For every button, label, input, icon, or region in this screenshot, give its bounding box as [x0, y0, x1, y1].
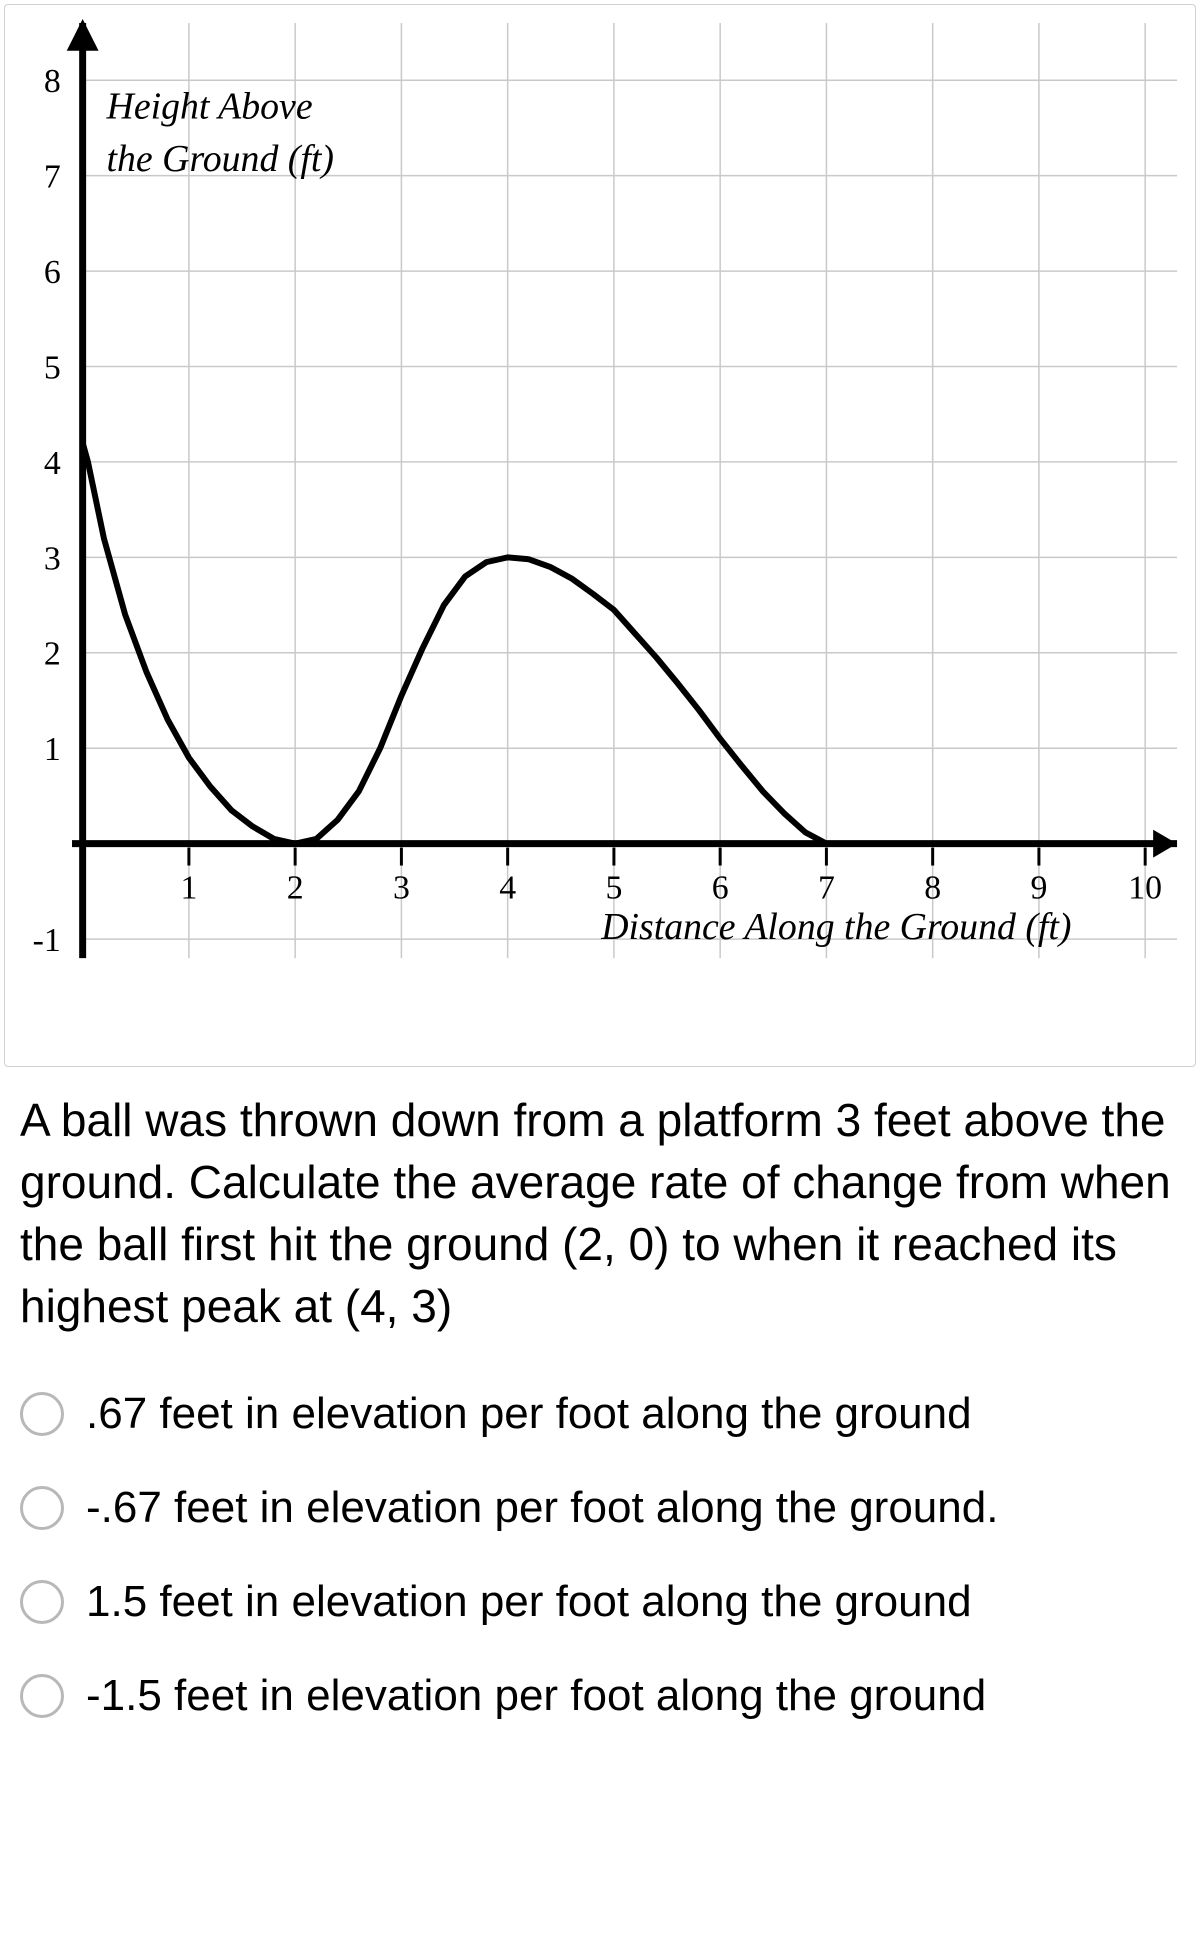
- x-axis-title: Distance Along the Ground (ft): [600, 906, 1071, 948]
- option-row[interactable]: .67 feet in elevation per foot along the…: [20, 1367, 1180, 1461]
- chart-svg: 1 2 3 4 5 6 7 8 9 10 -1 1 2 3 4 5 6 7 8 Height Above the Gro…: [13, 13, 1187, 1058]
- radio-button[interactable]: [20, 1486, 64, 1530]
- radio-button[interactable]: [20, 1392, 64, 1436]
- svg-text:7: 7: [44, 159, 61, 196]
- svg-text:3: 3: [393, 869, 410, 906]
- svg-text:2: 2: [44, 636, 61, 673]
- svg-text:5: 5: [605, 869, 622, 906]
- svg-text:8: 8: [44, 63, 61, 100]
- y-axis-title-line2: the Ground (ft): [107, 138, 334, 180]
- svg-text:10: 10: [1128, 869, 1162, 906]
- y-axis-title-line1: Height Above: [106, 85, 313, 127]
- svg-text:9: 9: [1030, 869, 1047, 906]
- options-list: .67 feet in elevation per foot along the…: [0, 1367, 1200, 1763]
- svg-text:4: 4: [44, 445, 61, 482]
- option-row[interactable]: -1.5 feet in elevation per foot along th…: [20, 1649, 1180, 1743]
- option-label: 1.5 feet in elevation per foot along the…: [86, 1577, 972, 1627]
- svg-text:1: 1: [180, 869, 197, 906]
- option-label: -.67 feet in elevation per foot along th…: [86, 1483, 998, 1533]
- svg-text:3: 3: [44, 540, 61, 577]
- svg-text:6: 6: [44, 254, 61, 291]
- svg-text:5: 5: [44, 349, 61, 386]
- option-row[interactable]: -.67 feet in elevation per foot along th…: [20, 1461, 1180, 1555]
- radio-button[interactable]: [20, 1674, 64, 1718]
- chart-container: 1 2 3 4 5 6 7 8 9 10 -1 1 2 3 4 5 6 7 8 Height Above the Gro…: [4, 4, 1196, 1067]
- option-row[interactable]: 1.5 feet in elevation per foot along the…: [20, 1555, 1180, 1649]
- svg-text:8: 8: [924, 869, 941, 906]
- svg-text:1: 1: [44, 731, 61, 768]
- svg-text:7: 7: [818, 869, 835, 906]
- question-text: A ball was thrown down from a platform 3…: [0, 1071, 1200, 1367]
- svg-text:2: 2: [287, 869, 304, 906]
- svg-text:6: 6: [712, 869, 729, 906]
- option-label: .67 feet in elevation per foot along the…: [86, 1389, 972, 1439]
- option-label: -1.5 feet in elevation per foot along th…: [86, 1671, 986, 1721]
- radio-button[interactable]: [20, 1580, 64, 1624]
- svg-text:4: 4: [499, 869, 516, 906]
- svg-text:-1: -1: [33, 922, 61, 959]
